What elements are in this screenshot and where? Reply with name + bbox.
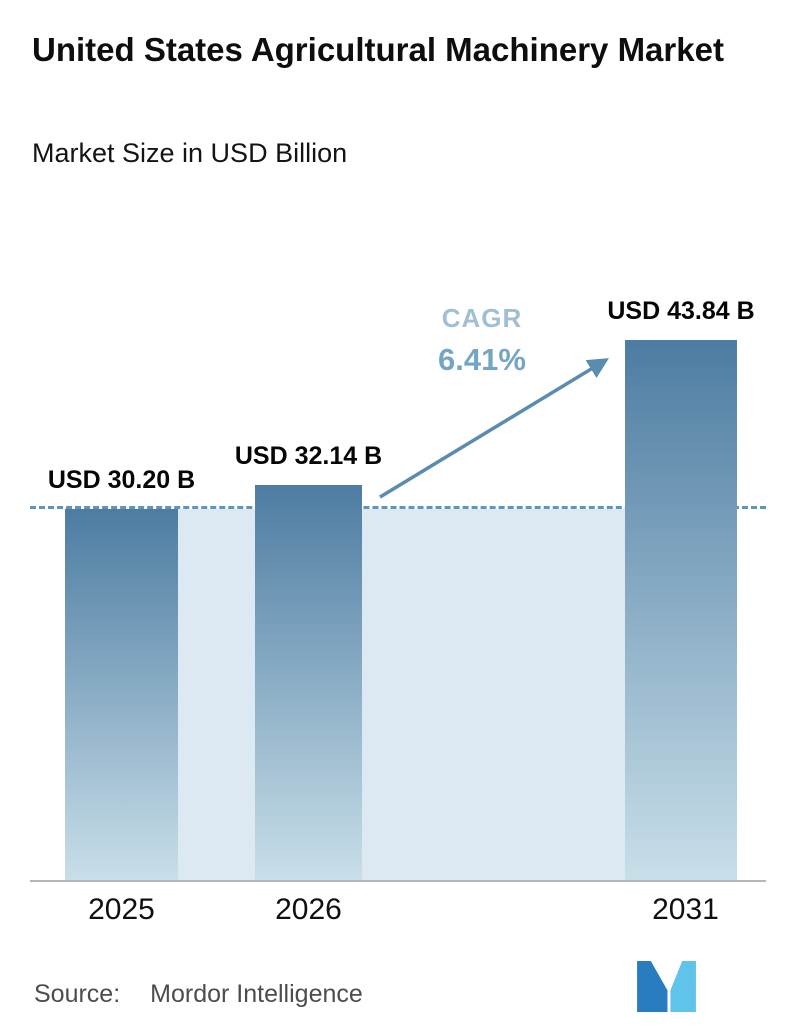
bar-2026 — [255, 485, 362, 882]
x-axis-label-2026: 2026 — [275, 893, 342, 926]
bar-value-label-2025: USD 30.20 B — [47, 466, 196, 494]
bar-value-label-2026: USD 32.14 B — [234, 442, 383, 470]
bar-value-label-2031: USD 43.84 B — [607, 297, 755, 325]
cagr-label: CAGR — [441, 303, 523, 333]
cagr-annotation: CAGR 6.41% — [403, 303, 561, 378]
source-line: Source: Mordor Intelligence — [34, 980, 363, 1009]
chart-area: USD 30.20 B USD 32.14 B USD 43.84 B CAGR… — [30, 297, 766, 926]
cagr-value: 6.41% — [438, 342, 526, 377]
mordor-intelligence-logo — [637, 961, 696, 1012]
bar-2025 — [65, 509, 178, 882]
source-name: Mordor Intelligence — [150, 980, 363, 1008]
x-axis-label-2025: 2025 — [88, 893, 155, 926]
source-label: Source: — [34, 980, 121, 1008]
page-title: United States Agricultural Machinery Mar… — [32, 31, 724, 68]
x-axis-line — [30, 880, 766, 882]
bar-2031 — [625, 340, 737, 882]
x-axis-label-2031: 2031 — [652, 893, 719, 926]
page-subtitle: Market Size in USD Billion — [32, 138, 348, 168]
reference-dashed-line — [30, 506, 766, 509]
